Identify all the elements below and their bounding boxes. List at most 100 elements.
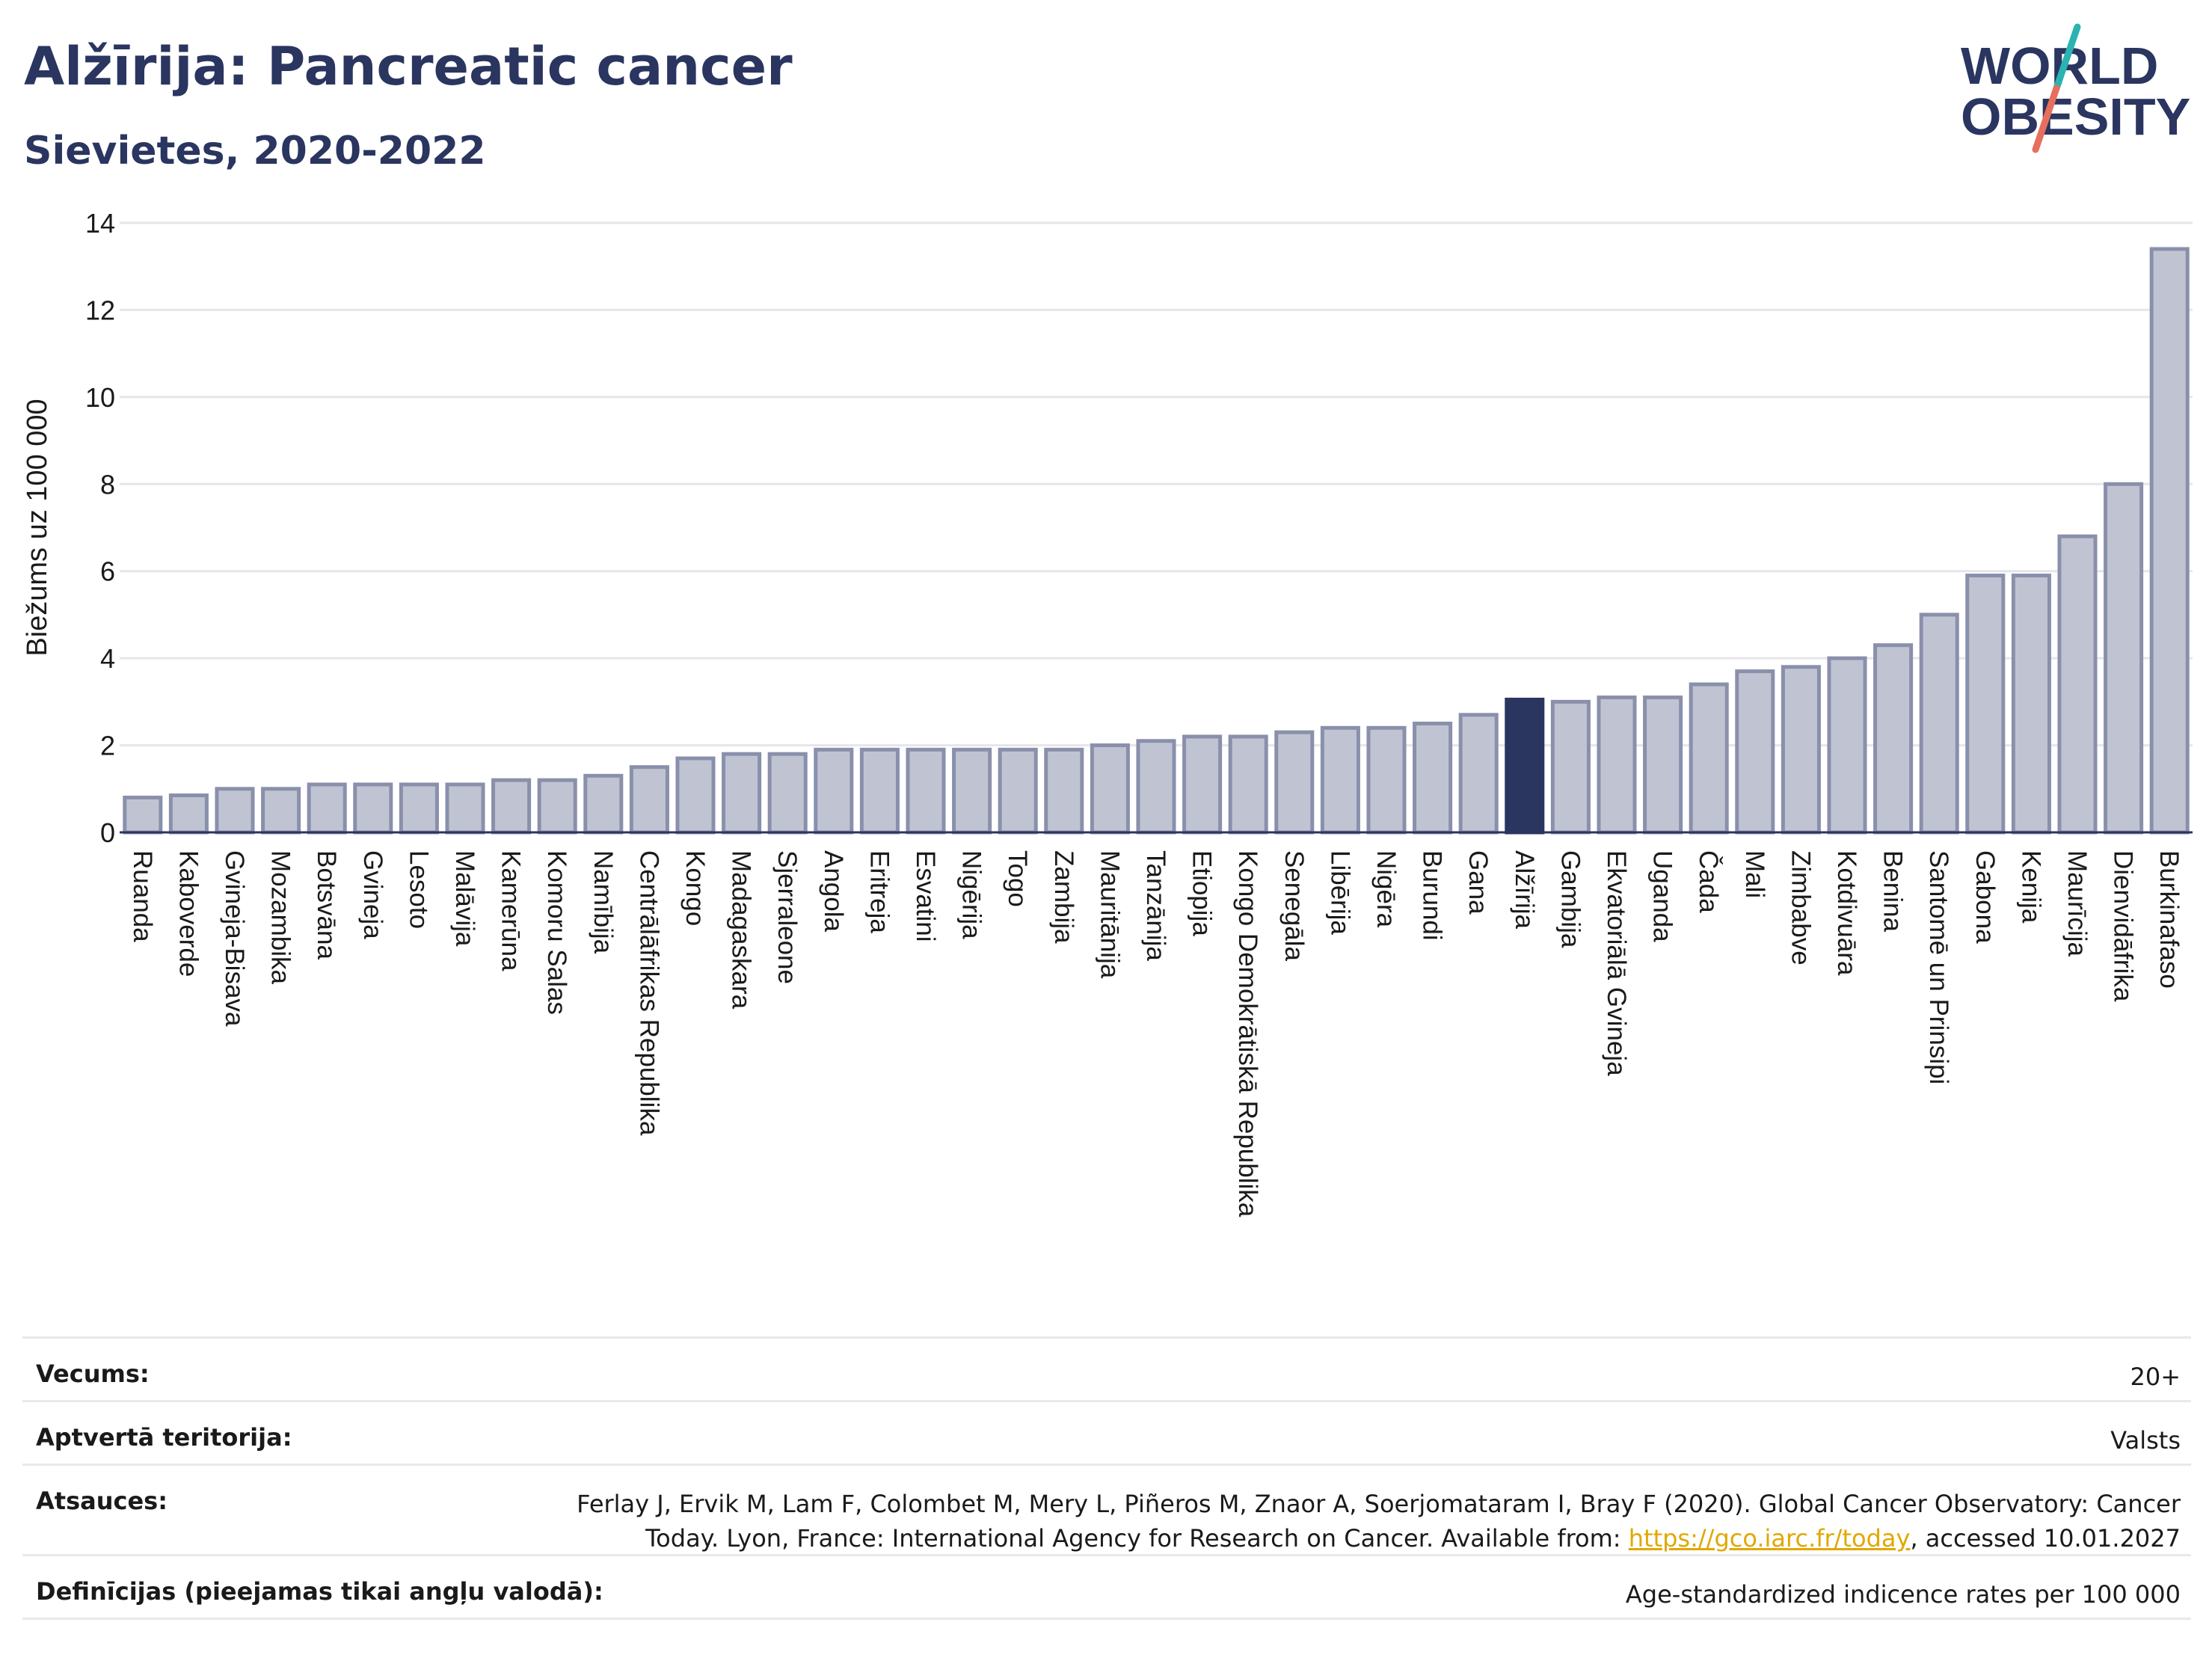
meta-row: Atsauces: Ferlay J, Ervik M, Lam F, Colom… xyxy=(22,1464,2191,1554)
bar[interactable] xyxy=(1136,739,1176,835)
bar[interactable] xyxy=(1965,574,2006,835)
bar[interactable] xyxy=(1090,743,1130,835)
x-tick-label: Sjerraleone xyxy=(772,850,802,984)
bar[interactable] xyxy=(722,752,762,835)
bar[interactable] xyxy=(814,747,854,835)
x-tick-label: Malāvija xyxy=(450,850,479,947)
meta-value: 20+ xyxy=(2130,1363,2181,1391)
x-tick-label: Gvineja-Bisava xyxy=(220,850,249,1027)
bar[interactable] xyxy=(998,747,1038,835)
bar[interactable] xyxy=(307,782,347,835)
x-tick-label: Nigērija xyxy=(957,850,986,939)
x-tick-label: Komoru Salas xyxy=(542,850,571,1015)
reference-link[interactable]: https://gco.iarc.fr/today xyxy=(1628,1524,1911,1553)
y-tick-label: 12 xyxy=(85,295,115,325)
meta-key: Aptvertā teritorija: xyxy=(36,1423,292,1452)
bar[interactable] xyxy=(261,787,301,835)
x-tick-label: Maurīcija xyxy=(2062,850,2092,957)
bar[interactable] xyxy=(2104,482,2144,835)
bar-highlighted[interactable] xyxy=(1505,697,1545,835)
bar-chart: 0 2 4 6 8 10 12 14 Ruanda Kaboverde Gvineja-Bisav… xyxy=(22,208,2193,1218)
bar[interactable] xyxy=(952,747,992,835)
y-tick-label: 2 xyxy=(100,731,115,761)
chart-subtitle: Sievietes, 2020-2022 xyxy=(24,129,486,174)
bar[interactable] xyxy=(537,778,577,835)
bar[interactable] xyxy=(215,787,255,835)
x-axis-labels: Ruanda Kaboverde Gvineja-Bisava Mozambika Bo… xyxy=(128,850,2184,1218)
bar[interactable] xyxy=(1413,721,1453,835)
meta-value: Age-standardized indicence rates per 100… xyxy=(1625,1580,2181,1609)
x-tick-label: Gvineja xyxy=(358,850,387,939)
bar[interactable] xyxy=(1873,643,1914,835)
x-tick-label: Čada xyxy=(1694,850,1723,913)
x-tick-label: Senegāla xyxy=(1279,850,1309,961)
bar[interactable] xyxy=(1320,725,1360,835)
x-tick-label: Tanzānija xyxy=(1141,850,1170,961)
bar[interactable] xyxy=(1274,730,1315,835)
y-tick-label: 8 xyxy=(100,469,115,500)
y-tick-label: 4 xyxy=(100,643,115,674)
bar[interactable] xyxy=(583,773,624,835)
chart-title: Alžīrija: Pancreatic cancer xyxy=(24,36,793,97)
x-tick-label: Kotdivuāra xyxy=(1832,850,1861,976)
x-tick-label: Mozambika xyxy=(266,850,295,984)
meta-value: Ferlay J, Ervik M, Lam F, Colombet M, Me… xyxy=(565,1487,2181,1556)
x-tick-label: Etiopija xyxy=(1188,850,1217,936)
y-tick-label: 10 xyxy=(85,382,115,413)
bar[interactable] xyxy=(1735,669,1775,835)
x-tick-label: Esvatini xyxy=(911,850,940,942)
bar[interactable] xyxy=(1366,725,1407,835)
x-tick-label: Alžīrija xyxy=(1510,850,1539,930)
meta-row: Definīcijas (pieejamas tikai angļu valod… xyxy=(22,1554,2191,1620)
meta-key: Definīcijas (pieejamas tikai angļu valod… xyxy=(36,1577,603,1606)
x-tick-label: Libērija xyxy=(1325,850,1354,935)
bar[interactable] xyxy=(859,747,900,835)
bar[interactable] xyxy=(445,782,485,835)
bar[interactable] xyxy=(2057,534,2098,835)
x-tick-label: Ekvatoriālā Gvineja xyxy=(1602,850,1631,1076)
bar[interactable] xyxy=(767,752,808,835)
bar[interactable] xyxy=(399,782,439,835)
bar[interactable] xyxy=(491,778,532,835)
meta-row: Aptvertā teritorija: Valsts xyxy=(22,1400,2191,1464)
bar[interactable] xyxy=(1689,682,1729,835)
bar[interactable] xyxy=(1597,696,1637,835)
x-tick-label: Kongo xyxy=(681,850,710,926)
bar[interactable] xyxy=(1781,665,1821,835)
bar[interactable] xyxy=(675,756,716,835)
x-tick-label: Madagaskara xyxy=(727,850,756,1010)
x-tick-label: Dienvidāfrika xyxy=(2109,850,2138,1002)
bar[interactable] xyxy=(1643,696,1683,835)
x-tick-label: Gabona xyxy=(1970,850,2000,944)
logo-line-2: OBESITY xyxy=(1961,87,2190,146)
bar[interactable] xyxy=(1827,656,1867,835)
bar[interactable] xyxy=(906,747,946,835)
bar[interactable] xyxy=(1919,612,1959,835)
x-tick-label: Kongo Demokrātiskā Republika xyxy=(1233,850,1262,1218)
reference-text: Ferlay J, Ervik M, Lam F, Colombet M, Me… xyxy=(577,1490,2181,1553)
bar[interactable] xyxy=(2011,574,2051,835)
bar[interactable] xyxy=(1458,713,1499,835)
bar[interactable] xyxy=(353,782,393,835)
meta-row: Vecums: 20+ xyxy=(22,1336,2191,1400)
logo-slash-teal xyxy=(2053,23,2081,92)
x-tick-label: Angola xyxy=(819,850,848,933)
x-tick-label: Kamerūna xyxy=(497,850,526,971)
logo-slash-coral xyxy=(2032,85,2060,153)
x-tick-label: Ruanda xyxy=(128,850,157,942)
meta-key: Vecums: xyxy=(36,1360,150,1388)
x-tick-label: Centrālāfrikas Republika xyxy=(634,850,663,1136)
bar[interactable] xyxy=(2149,247,2190,835)
bar[interactable] xyxy=(1228,734,1268,835)
bar[interactable] xyxy=(1044,747,1084,835)
bar[interactable] xyxy=(629,765,669,835)
y-tick-label: 0 xyxy=(100,817,115,848)
x-tick-label: Uganda xyxy=(1648,850,1677,942)
x-tick-label: Togo xyxy=(1003,850,1032,907)
bar[interactable] xyxy=(1550,699,1591,835)
bar[interactable] xyxy=(1182,734,1223,835)
x-tick-label: Burundi xyxy=(1418,850,1447,941)
x-tick-label: Namībija xyxy=(589,850,618,954)
bar[interactable] xyxy=(168,793,209,835)
bar[interactable] xyxy=(123,795,163,835)
